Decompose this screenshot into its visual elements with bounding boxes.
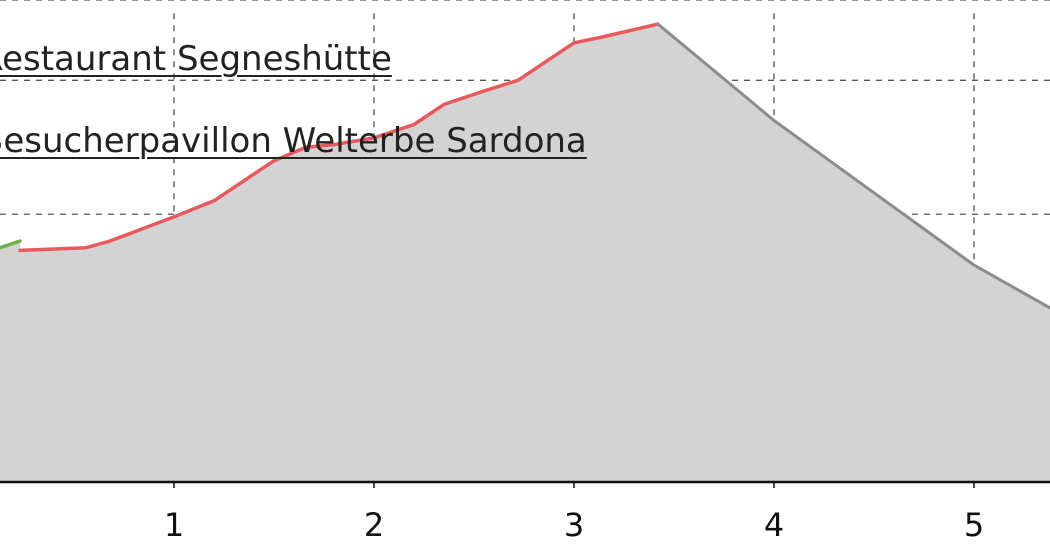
- x-tick-label-4: 4: [764, 506, 784, 544]
- annotation-besucherpavillon[interactable]: Besucherpavillon Welterbe Sardona: [0, 121, 587, 161]
- annotation-restaurant-segneshuette[interactable]: Restaurant Segneshütte: [0, 39, 392, 79]
- x-tick-label-5: 5: [964, 506, 984, 544]
- profile-segment-red: [18, 22, 660, 253]
- profile-segment-green: [0, 239, 22, 250]
- x-axis: 1 2 3 4 5: [0, 480, 1050, 544]
- x-tick-label-2: 2: [364, 506, 384, 544]
- elevation-profile-lines: [0, 22, 1050, 310]
- x-tick-label-1: 1: [164, 506, 184, 544]
- elevation-area: [0, 24, 1050, 482]
- x-tick-label-3: 3: [564, 506, 584, 544]
- profile-segment-grey: [656, 22, 1050, 310]
- elevation-fill: [0, 24, 1050, 482]
